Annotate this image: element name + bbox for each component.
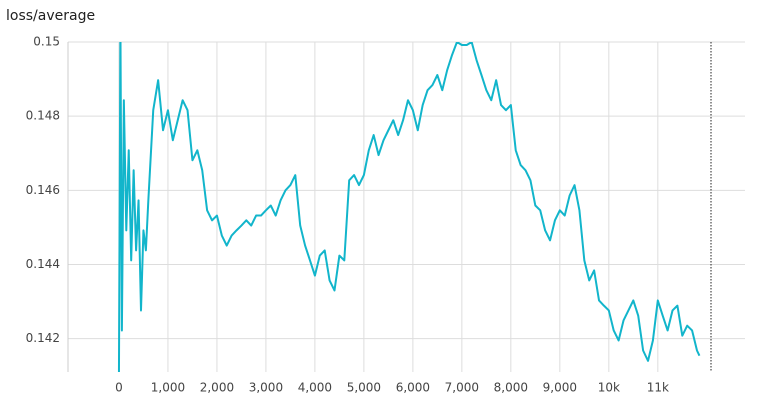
x-tick-label: 0 xyxy=(115,381,123,395)
x-tick-label: 5,000 xyxy=(347,381,381,395)
x-tick-label: 3,000 xyxy=(249,381,283,395)
y-tick-label: 0.15 xyxy=(33,35,60,49)
y-tick-label: 0.146 xyxy=(26,183,60,197)
x-tick-label: 7,000 xyxy=(445,381,479,395)
x-tick-label: 8,000 xyxy=(494,381,528,395)
chart-title: loss/average xyxy=(6,8,95,24)
x-tick-label: 4,000 xyxy=(298,381,332,395)
x-tick-label: 11k xyxy=(647,381,669,395)
x-tick-label: 10k xyxy=(598,381,620,395)
x-tick-label: 1,000 xyxy=(151,381,185,395)
grid xyxy=(68,41,745,372)
y-tick-label: 0.142 xyxy=(26,331,60,345)
y-tick-label: 0.144 xyxy=(26,257,60,271)
plot xyxy=(117,42,701,372)
y-tick-label: 0.148 xyxy=(26,109,60,123)
x-tick-label: 2,000 xyxy=(200,381,234,395)
x-tick-label: 9,000 xyxy=(543,381,577,395)
data-line xyxy=(117,42,701,372)
x-tick-label: 6,000 xyxy=(396,381,430,395)
